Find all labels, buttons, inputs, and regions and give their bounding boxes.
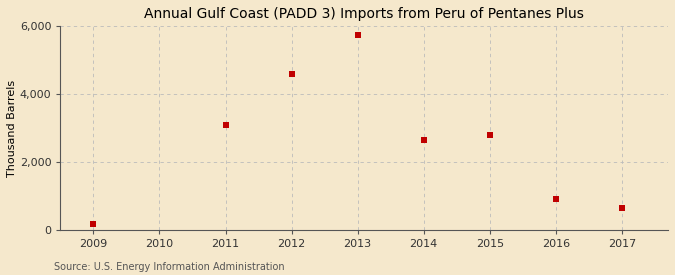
Point bbox=[616, 205, 627, 210]
Point bbox=[485, 133, 495, 137]
Point bbox=[220, 122, 231, 127]
Title: Annual Gulf Coast (PADD 3) Imports from Peru of Pentanes Plus: Annual Gulf Coast (PADD 3) Imports from … bbox=[144, 7, 584, 21]
Point bbox=[88, 222, 99, 226]
Point bbox=[352, 32, 363, 37]
Point bbox=[286, 72, 297, 76]
Text: Source: U.S. Energy Information Administration: Source: U.S. Energy Information Administ… bbox=[54, 262, 285, 272]
Point bbox=[418, 138, 429, 142]
Y-axis label: Thousand Barrels: Thousand Barrels bbox=[7, 79, 17, 177]
Point bbox=[550, 197, 561, 202]
